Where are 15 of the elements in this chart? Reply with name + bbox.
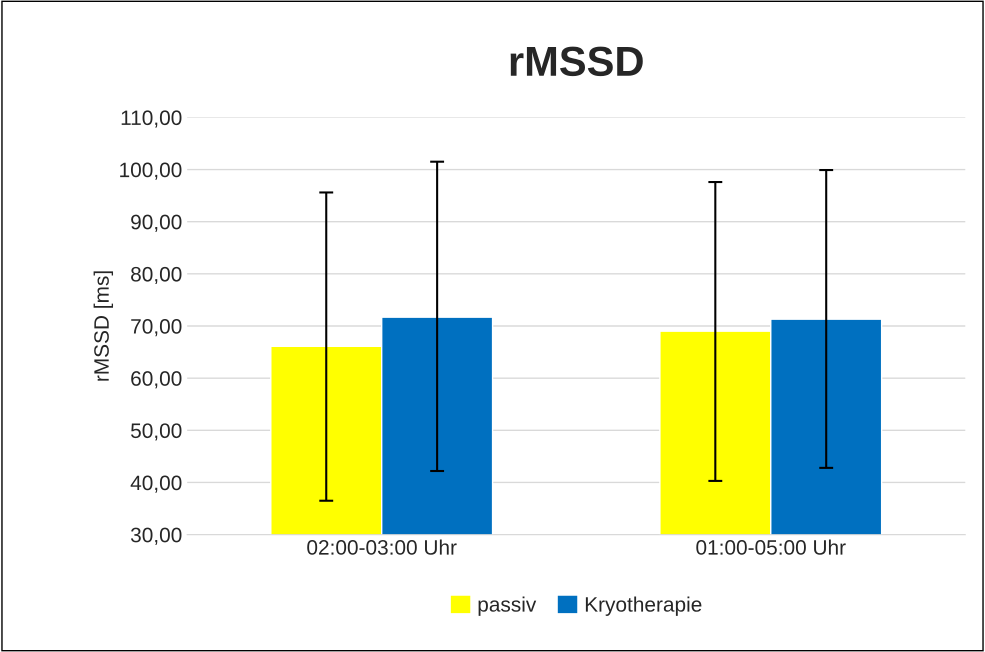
x-tick-label: 02:00-03:00 Uhr [307, 540, 457, 555]
legend-label: Kryotherapie [586, 596, 702, 616]
y-tick-label: 110,00 [122, 110, 182, 128]
y-tick-label: 90,00 [131, 214, 182, 232]
y-axis-title: rMSSD [ms] [94, 271, 114, 381]
y-tick-label: 100,00 [120, 162, 182, 180]
y-tick-label: 30,00 [130, 528, 182, 545]
x-tick-label: 01:00-05:00 Uhr [696, 540, 846, 555]
y-tick-label: 80,00 [131, 266, 182, 284]
y-tick-label: 40,00 [130, 475, 182, 493]
y-tick-label: 60,00 [131, 371, 182, 388]
legend-label: passiv [478, 596, 536, 616]
y-tick-label: 50,00 [130, 423, 182, 441]
chart-title: rMSSD [510, 46, 643, 76]
y-tick-label: 70,00 [131, 319, 182, 336]
